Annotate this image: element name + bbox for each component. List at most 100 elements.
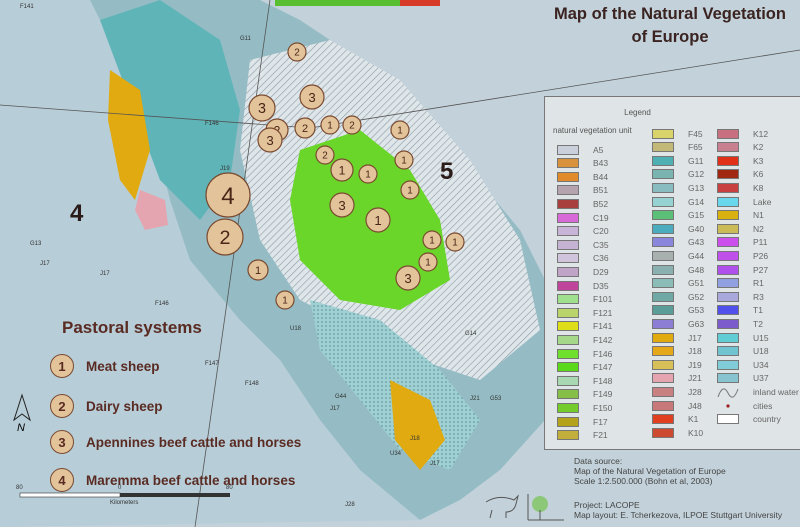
legend-swatch xyxy=(652,278,674,289)
legend-item: F121 xyxy=(557,307,612,318)
legend-item: G14 xyxy=(652,196,704,207)
legend-panel: Legend natural vegetation unit A5 B43 B44 B… xyxy=(544,96,800,450)
legend-swatch xyxy=(717,346,739,357)
unit-label: J21 xyxy=(470,396,480,402)
legend-item: F149 xyxy=(557,389,612,400)
legend-label: G44 xyxy=(688,250,705,261)
legend-swatch xyxy=(652,237,674,248)
unit-label: J17 xyxy=(100,271,110,277)
legend-item: T2 xyxy=(717,318,763,329)
legend-label: J18 xyxy=(688,346,702,357)
layout-line: Map layout: E. Tcherkezova, ILPOE Stuttg… xyxy=(574,510,783,520)
marker-number: 1 xyxy=(339,163,346,177)
marker-number: 1 xyxy=(282,296,288,307)
source-line: Map of the Natural Vegetation of Europe xyxy=(574,466,726,476)
unit-label: J17 xyxy=(330,406,340,412)
legend-label: K1 xyxy=(688,414,699,425)
legend-label: F148 xyxy=(593,375,613,386)
pastoral-marker: 2 xyxy=(206,218,244,256)
legend-label: T2 xyxy=(753,318,763,329)
legend-label: F149 xyxy=(593,389,613,400)
legend-label: G15 xyxy=(688,210,705,221)
pastoral-number-badge: 2 xyxy=(50,394,74,418)
legend-swatch xyxy=(717,237,739,248)
legend-swatch xyxy=(557,144,579,155)
legend-swatch xyxy=(652,427,674,438)
legend-item: G53 xyxy=(652,305,704,316)
legend-swatch xyxy=(652,264,674,275)
unit-label: F141 xyxy=(20,4,34,10)
legend-label: N1 xyxy=(753,210,764,221)
legend-swatch xyxy=(717,210,739,221)
legend-item: F45 xyxy=(652,128,703,139)
legend-swatch xyxy=(717,182,739,193)
legend-swatch xyxy=(717,401,739,411)
marker-number: 2 xyxy=(294,48,300,59)
legend-label: P11 xyxy=(753,237,768,248)
legend-swatch xyxy=(652,196,674,207)
marker-number: 3 xyxy=(338,198,345,213)
legend-label: K3 xyxy=(753,155,764,166)
legend-label: U34 xyxy=(753,359,769,370)
pink-area xyxy=(135,190,168,230)
legend-item: G40 xyxy=(652,223,704,234)
legend-item: F21 xyxy=(557,430,608,441)
legend-label: F45 xyxy=(688,128,703,139)
project-line: Project: LACOPE xyxy=(574,500,640,510)
legend-label: F21 xyxy=(593,430,608,441)
legend-label: G63 xyxy=(688,318,705,329)
legend-label: D35 xyxy=(593,280,609,291)
legend-label: F141 xyxy=(593,321,613,332)
legend-swatch xyxy=(717,387,739,398)
legend-label: F147 xyxy=(593,362,613,373)
legend-item: R3 xyxy=(717,291,764,302)
legend-swatch xyxy=(717,359,739,370)
legend-item: F101 xyxy=(557,294,612,305)
pastoral-label: Apennines beef cattle and horses xyxy=(86,434,302,450)
legend-swatch xyxy=(717,223,739,234)
pastoral-marker: 1 xyxy=(418,252,438,272)
legend-item: D29 xyxy=(557,266,609,277)
legend-label: P26 xyxy=(753,250,769,261)
marker-number: 1 xyxy=(452,238,458,249)
pastoral-marker: 2 xyxy=(342,115,362,135)
unit-label: J18 xyxy=(410,436,420,442)
pastoral-marker: 1 xyxy=(320,115,340,135)
legend-item: G43 xyxy=(652,237,704,248)
unit-label: G11 xyxy=(240,36,252,42)
pastoral-title: Pastoral systems xyxy=(62,318,202,337)
legend-item: U18 xyxy=(717,346,769,357)
legend-item: G51 xyxy=(652,278,704,289)
pastoral-marker: 1 xyxy=(422,230,442,250)
pastoral-marker: 3 xyxy=(299,84,325,110)
legend-item: J28 xyxy=(652,386,702,397)
scale-unit: Kilometers xyxy=(110,500,139,506)
pastoral-item: 4 Maremma beef cattle and horses xyxy=(50,468,295,492)
legend-swatch xyxy=(717,318,739,329)
legend-item: Lake xyxy=(717,196,771,207)
legend-swatch xyxy=(717,373,739,384)
legend-label: C19 xyxy=(593,212,609,223)
marker-number: 1 xyxy=(327,121,333,132)
unit-label: J19 xyxy=(220,166,230,172)
legend-swatch xyxy=(717,278,739,289)
unit-label: G44 xyxy=(335,394,347,400)
pastoral-number-badge: 1 xyxy=(50,354,74,378)
legend-item: G52 xyxy=(652,291,704,302)
legend-item: J18 xyxy=(652,346,702,357)
legend-item: C20 xyxy=(557,226,609,237)
legend-swatch xyxy=(652,346,674,357)
unit-label: G14 xyxy=(465,331,477,337)
legend-item: F65 xyxy=(652,142,703,153)
pastoral-item: 3 Apennines beef cattle and horses xyxy=(50,430,301,454)
legend-item: F17 xyxy=(557,416,608,427)
legend-item: G11 xyxy=(652,155,703,166)
legend-label: K2 xyxy=(753,142,764,153)
legend-swatch xyxy=(557,294,579,305)
marker-number: 4 xyxy=(221,183,234,210)
legend-swatch xyxy=(717,264,739,275)
marker-number: 2 xyxy=(322,151,328,162)
scale-mid: 0 xyxy=(118,485,122,491)
unit-label: F146 xyxy=(155,301,169,307)
legend-swatch xyxy=(717,305,739,316)
